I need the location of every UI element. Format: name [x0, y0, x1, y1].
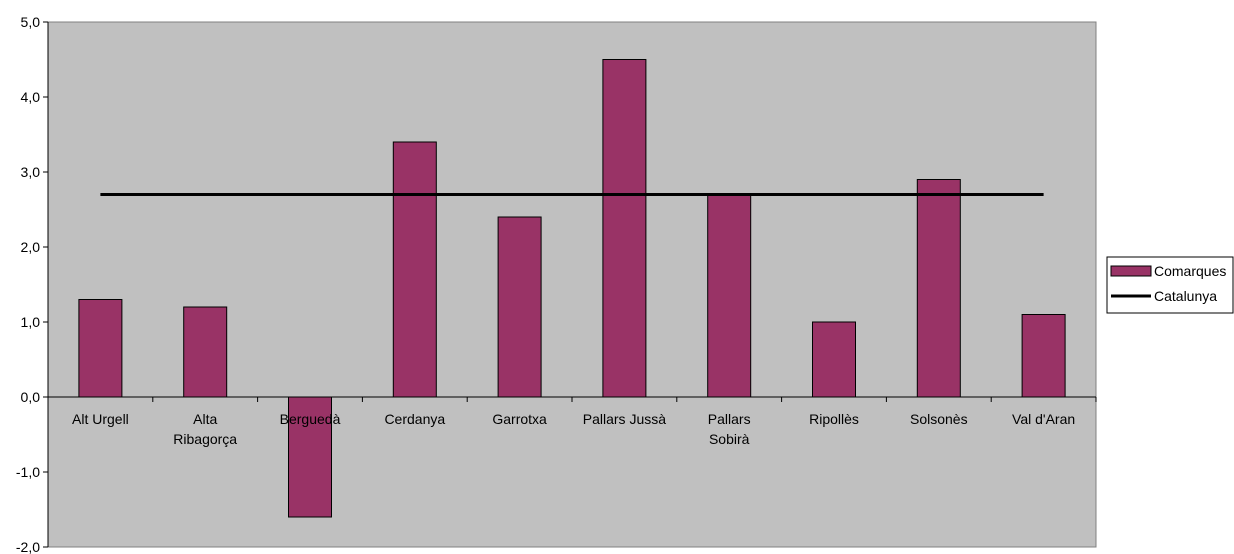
- y-axis: -2,0 -1,0 0,0 1,0 2,0 3,0 4,0 5,0: [16, 14, 48, 554]
- bar: [1022, 315, 1065, 398]
- bar: [603, 60, 646, 398]
- bar: [917, 180, 960, 398]
- bar: [708, 195, 751, 398]
- y-tick-label: 1,0: [21, 314, 41, 330]
- legend: Comarques Catalunya: [1107, 257, 1233, 313]
- y-tick-label: 0,0: [21, 389, 41, 405]
- bar: [79, 300, 122, 398]
- x-tick-label: Garrotxa: [492, 411, 547, 427]
- x-tick-label: Solsonès: [910, 411, 968, 427]
- y-tick-label: 3,0: [21, 164, 41, 180]
- x-tick-label: Alta: [193, 411, 217, 427]
- bar: [498, 217, 541, 397]
- y-tick-label: 2,0: [21, 239, 41, 255]
- y-tick-label: 4,0: [21, 89, 41, 105]
- y-tick-label: -1,0: [16, 464, 40, 480]
- x-tick-label: Sobirà: [709, 431, 750, 447]
- x-tick-label: Pallars: [708, 411, 751, 427]
- x-tick-label: Val d'Aran: [1012, 411, 1075, 427]
- legend-swatch-comarques: [1111, 266, 1151, 276]
- legend-label-catalunya: Catalunya: [1154, 288, 1217, 304]
- bar: [393, 142, 436, 397]
- y-tick-label: 5,0: [21, 14, 41, 30]
- x-tick-label: Pallars Jussà: [583, 411, 666, 427]
- x-tick-label: Alt Urgell: [72, 411, 129, 427]
- x-tick-label: Berguedà: [280, 411, 341, 427]
- x-tick-label: Cerdanya: [384, 411, 445, 427]
- x-tick-label: Ribagorça: [173, 431, 237, 447]
- bar: [813, 322, 856, 397]
- x-tick-label: Ripollès: [809, 411, 859, 427]
- bar: [184, 307, 227, 397]
- y-tick-label: -2,0: [16, 539, 40, 554]
- legend-label-comarques: Comarques: [1154, 263, 1226, 279]
